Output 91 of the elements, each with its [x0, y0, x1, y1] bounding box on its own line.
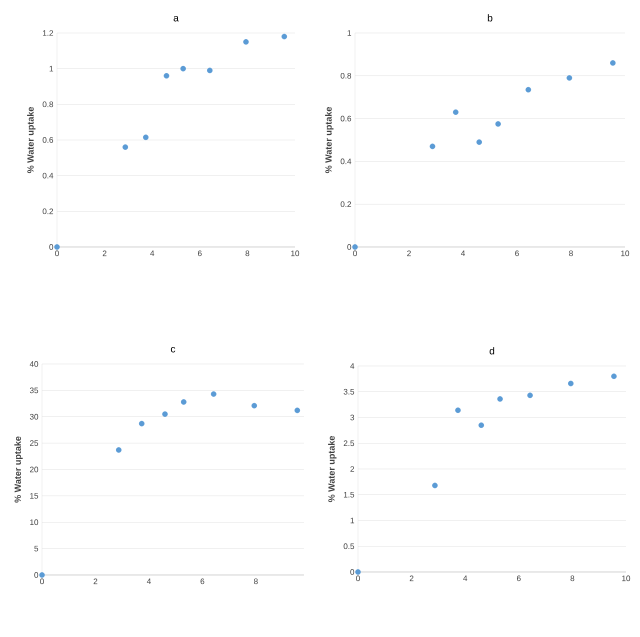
y-tick-label: 0	[49, 244, 54, 250]
y-tick-label: 0.6	[340, 116, 352, 122]
point	[452, 109, 459, 115]
point	[243, 39, 249, 45]
y-tick-label: 0	[350, 569, 354, 575]
point	[294, 408, 300, 414]
x-tick-label: 8	[569, 250, 573, 256]
x-tick-label: 0	[55, 250, 59, 256]
y-tick-label: 0.5	[344, 543, 354, 550]
x-tick-label: 8	[246, 250, 250, 256]
x-tick-label: 2	[407, 250, 411, 256]
x-tick-label: 4	[460, 250, 465, 256]
point	[251, 402, 258, 408]
point	[527, 392, 533, 398]
y-tick-label: 1	[350, 518, 354, 524]
chart-title: b	[488, 14, 492, 22]
point	[281, 34, 288, 40]
y-tick-label: 0.2	[340, 201, 352, 208]
point	[430, 144, 436, 150]
y-tick-label: 30	[30, 414, 38, 420]
point	[610, 60, 616, 66]
x-tick-label: 6	[516, 576, 521, 582]
y-tick-label: 1.2	[42, 30, 54, 36]
chart-title: a	[174, 16, 179, 22]
y-tick-label: 0.4	[340, 158, 352, 164]
y-tick-label: 1	[348, 30, 352, 36]
point	[476, 139, 482, 145]
y-tick-label: 2	[350, 466, 354, 472]
y-axis-title: % Water uptake	[328, 436, 336, 502]
x-tick-label: 4	[463, 576, 468, 582]
point	[39, 572, 45, 578]
x-tick-label: 6	[200, 578, 204, 584]
y-tick-label: 0.6	[42, 137, 54, 143]
y-axis-title: % Water uptake	[14, 436, 23, 503]
point	[497, 396, 503, 402]
x-tick-label: 4	[146, 578, 151, 584]
y-tick-label: 2.5	[344, 440, 354, 446]
chart-title: d	[490, 347, 494, 354]
point	[355, 569, 361, 575]
y-tick-label: 5	[34, 546, 38, 552]
point	[138, 420, 145, 426]
y-tick-label: 1.5	[344, 492, 354, 498]
y-tick-label: 15	[30, 493, 38, 499]
x-tick-label: 10	[291, 250, 300, 256]
x-tick-label: 2	[102, 250, 106, 256]
point	[455, 407, 461, 414]
point	[116, 447, 122, 453]
y-tick-label: 25	[30, 440, 38, 446]
y-tick-label: 20	[30, 466, 38, 472]
x-tick-label: 10	[622, 576, 630, 582]
y-tick-label: 3	[350, 414, 354, 420]
y-tick-label: 0.4	[42, 172, 54, 178]
point	[162, 411, 168, 417]
x-tick-label: 6	[198, 250, 202, 256]
point	[495, 121, 501, 127]
x-tick-label: 4	[150, 250, 154, 256]
point	[164, 72, 170, 79]
point	[568, 380, 574, 386]
point	[432, 482, 438, 488]
y-tick-label: 4	[350, 363, 354, 369]
point	[142, 134, 149, 140]
y-tick-label: 0	[347, 244, 352, 250]
point	[352, 244, 358, 250]
y-tick-label: 3.5	[344, 388, 354, 395]
y-axis-title: % Water uptake	[325, 106, 334, 174]
y-tick-label: 35	[30, 388, 38, 394]
y-tick-label: 0.8	[340, 72, 352, 79]
point	[180, 399, 186, 405]
x-tick-label: 10	[621, 250, 630, 256]
point	[180, 66, 186, 72]
x-tick-label: 6	[515, 250, 519, 256]
y-axis-title: % Water uptake	[27, 106, 36, 174]
y-tick-label: 10	[30, 519, 38, 526]
point	[210, 391, 216, 397]
point	[478, 422, 484, 428]
point	[207, 68, 213, 74]
chart-title: c	[170, 346, 176, 352]
y-tick-label: 1	[50, 66, 54, 72]
x-tick-label: 8	[570, 576, 574, 582]
y-tick-label: 40	[30, 361, 38, 367]
point	[611, 373, 617, 380]
point	[54, 244, 60, 250]
x-tick-label: 2	[410, 576, 414, 582]
point	[122, 144, 128, 150]
point	[526, 86, 532, 92]
y-tick-label: 0.2	[42, 208, 54, 214]
point	[566, 75, 572, 81]
y-tick-label: 0.8	[42, 101, 54, 108]
x-tick-label: 8	[254, 578, 258, 584]
x-tick-label: 0	[356, 576, 360, 582]
x-tick-label: 2	[94, 578, 98, 584]
